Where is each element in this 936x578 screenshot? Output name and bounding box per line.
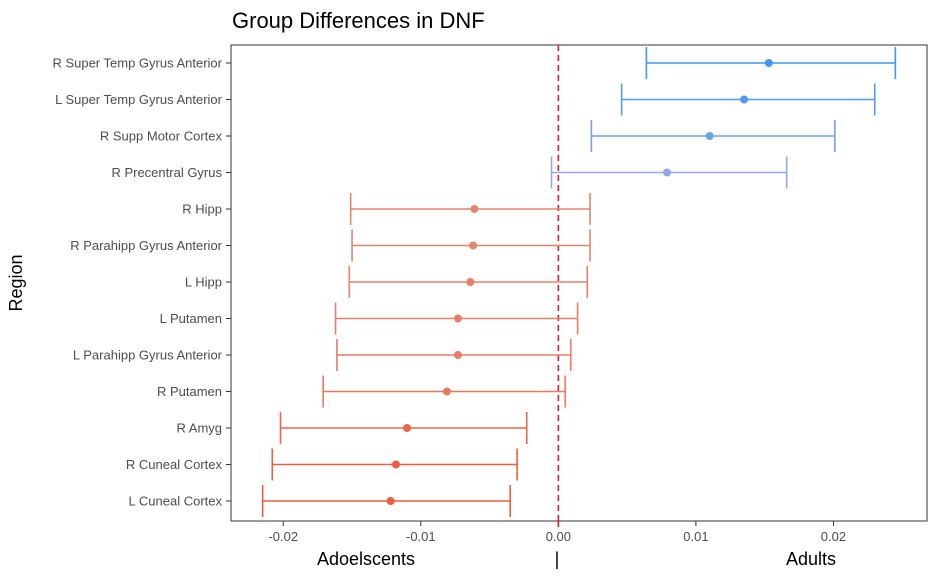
y-tick-label: R Cuneal Cortex — [126, 457, 223, 472]
y-tick-label: R Hipp — [182, 202, 222, 217]
estimate-point — [470, 205, 479, 213]
y-tick-label: R Putamen — [157, 384, 222, 399]
estimate-point — [453, 351, 462, 359]
estimate-point — [392, 460, 401, 469]
y-tick-label: R Amyg — [176, 421, 222, 436]
estimate-point — [453, 314, 462, 323]
y-tick-label: R Super Temp Gyrus Anterior — [52, 56, 222, 71]
estimate-point — [403, 424, 412, 432]
y-tick-label: L Putamen — [160, 311, 222, 326]
x-tick-label: 0.00 — [546, 529, 571, 544]
estimate-point — [469, 241, 478, 250]
estimate-point — [663, 168, 672, 177]
estimate-point — [740, 95, 749, 104]
chart-marks: -0.02 -0.01 0.00 0.01 0.02 R Super Temp Gyrus… — [52, 45, 897, 544]
chart-title: Group Differences in DNF — [232, 8, 485, 33]
group-label-center: | — [555, 549, 560, 569]
x-tick-label: 0.02 — [821, 529, 846, 544]
y-tick-label: R Parahipp Gyrus Anterior — [70, 238, 222, 253]
estimate-point — [442, 387, 451, 396]
y-tick-label: R Supp Motor Cortex — [100, 129, 223, 144]
estimate-point — [764, 59, 773, 67]
y-tick-label: R Precentral Gyrus — [111, 165, 222, 180]
x-tick-label: -0.02 — [268, 529, 298, 544]
group-label-left: Adoelscents — [317, 549, 415, 569]
estimate-point — [705, 132, 714, 140]
x-tick-label: 0.01 — [683, 529, 708, 544]
y-axis-title: Region — [6, 254, 26, 311]
group-label-right: Adults — [786, 549, 836, 569]
y-tick-label: L Hipp — [185, 275, 222, 290]
x-tick-label: -0.01 — [406, 529, 436, 544]
y-tick-label: L Cuneal Cortex — [129, 494, 223, 509]
plot-panel — [230, 44, 928, 522]
estimate-point — [466, 278, 475, 286]
estimate-point — [386, 497, 395, 505]
y-tick-label: L Parahipp Gyrus Anterior — [73, 348, 223, 363]
y-tick-label: L Super Temp Gyrus Anterior — [55, 92, 223, 107]
